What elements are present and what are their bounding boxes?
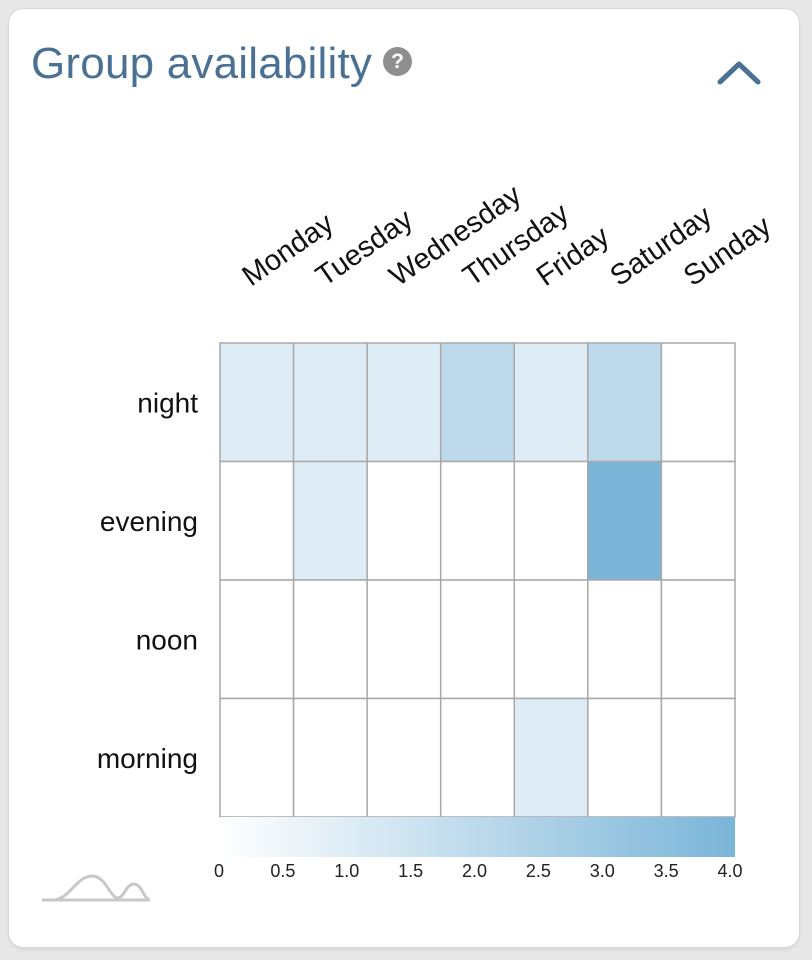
color-scale-tick-label: 2.5 (526, 861, 551, 881)
heatmap-cell-morning-saturday (587, 697, 663, 818)
card-title: Group availability (31, 39, 373, 88)
heatmap-cell-night-sunday (660, 342, 736, 463)
heatmap-cell-noon-tuesday (292, 579, 368, 700)
heatmap-cell-morning-friday (513, 697, 589, 818)
heatmap-cell-evening-friday (513, 460, 589, 581)
heatmap-cell-evening-sunday (660, 460, 736, 581)
question-circle-icon[interactable]: ? (383, 47, 412, 76)
color-scale-tick-label: 0 (214, 861, 224, 881)
heatmap-cell-evening-wednesday (366, 460, 442, 581)
color-scale-bar (220, 817, 735, 857)
y-axis-label-morning: morning (97, 743, 198, 774)
color-scale-tick-label: 0.5 (270, 861, 295, 881)
color-scale-tick-label: 4.0 (717, 861, 742, 881)
heatmap-cell-night-thursday (439, 342, 516, 463)
heatmap-cell-noon-monday (219, 579, 295, 700)
heatmap-cell-noon-wednesday (366, 579, 442, 700)
color-scale-tick-label: 1.5 (398, 861, 423, 881)
heatmap-cell-night-tuesday (292, 342, 368, 463)
heatmap-cell-noon-sunday (660, 579, 736, 700)
heatmap-cell-morning-sunday (660, 697, 736, 818)
distribution-curve-icon (42, 874, 151, 902)
color-scale-tick-label: 2.0 (462, 861, 487, 881)
heatmap-cell-morning-monday (219, 697, 295, 818)
heatmap-cell-evening-monday (219, 460, 295, 581)
y-axis-label-noon: noon (136, 624, 198, 655)
heatmap-cell-evening-saturday (587, 460, 663, 581)
heatmap-cell-evening-thursday (439, 460, 516, 581)
heatmap-cell-night-monday (219, 342, 295, 463)
y-axis-label-evening: evening (100, 506, 198, 537)
heatmap-cell-morning-thursday (439, 697, 516, 818)
color-scale-tick-label: 3.0 (590, 861, 615, 881)
color-scale-tick-label: 1.0 (334, 861, 359, 881)
heatmap-cell-noon-saturday (587, 579, 663, 700)
chevron-up-icon (717, 61, 761, 85)
heatmap-cell-night-wednesday (366, 342, 442, 463)
heatmap-cell-noon-thursday (439, 579, 516, 700)
heatmap-cell-night-friday (513, 342, 589, 463)
heatmap-cell-morning-tuesday (292, 697, 368, 818)
color-scale-tick-label: 3.5 (654, 861, 679, 881)
heatmap-cell-night-saturday (587, 342, 663, 463)
heatmap-cell-noon-friday (513, 579, 589, 700)
heatmap-cell-morning-wednesday (366, 697, 442, 818)
collapse-button[interactable] (712, 46, 766, 90)
y-axis-label-night: night (137, 387, 198, 418)
heatmap-cell-evening-tuesday (292, 460, 368, 581)
